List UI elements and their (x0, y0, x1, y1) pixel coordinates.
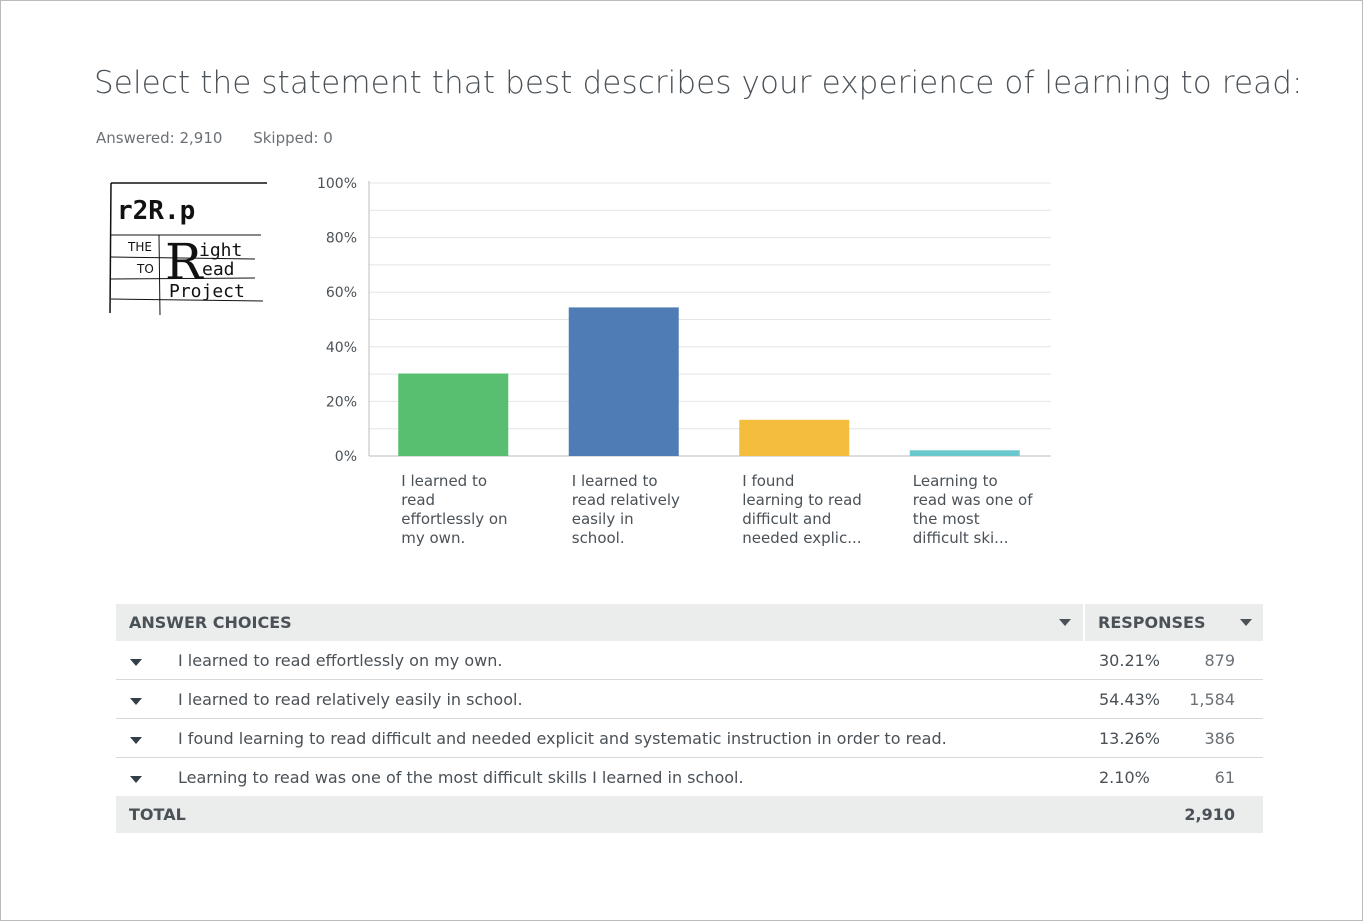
answered-count: Answered: 2,910 (96, 129, 223, 147)
question-title: Select the statement that best describes… (94, 65, 1303, 101)
x-tick-label: I found learning to read difficult and need… (742, 472, 872, 548)
x-tick-label-line: read relatively (571, 491, 680, 509)
bar[interactable] (568, 307, 679, 456)
response-count: 1,584 (1189, 689, 1235, 709)
x-tick-label-line: I found (742, 472, 795, 490)
response-count: 879 (1204, 650, 1235, 670)
x-tick-label-line: read was one of (912, 491, 1033, 509)
expand-row-button[interactable] (116, 768, 178, 787)
answer-choices-header-label: ANSWER CHOICES (129, 613, 292, 632)
responses-header-label: RESPONSES (1098, 613, 1206, 632)
sort-caret-icon[interactable] (1059, 619, 1071, 626)
chevron-down-icon (130, 658, 142, 666)
answer-text: I learned to read relatively easily in s… (178, 689, 523, 709)
table-header: ANSWER CHOICES RESPONSES (116, 604, 1263, 641)
logo-r2rp-text: r2R.p (117, 196, 195, 226)
chevron-down-icon (130, 736, 142, 744)
bar[interactable] (398, 373, 509, 456)
bar[interactable] (739, 419, 850, 456)
response-meta: Answered: 2,910 Skipped: 0 (96, 129, 359, 147)
expand-row-button[interactable] (116, 651, 178, 670)
table-row: I learned to read relatively easily in s… (116, 680, 1263, 719)
sort-caret-icon[interactable] (1240, 619, 1252, 626)
table-row: Learning to read was one of the most dif… (116, 758, 1263, 796)
logo-ead-text: ead (202, 259, 235, 280)
logo-ight-text: ight (199, 240, 242, 261)
expand-row-button[interactable] (116, 729, 178, 748)
x-tick-label-line: Learning to (912, 472, 998, 490)
response-count: 386 (1204, 728, 1235, 748)
r2rp-logo: r2R.p THE TO R ight ead Project (109, 182, 267, 315)
responses-header[interactable]: RESPONSES (1085, 604, 1263, 641)
x-tick-label-line: effortlessly on (401, 510, 508, 528)
answer-text: Learning to read was one of the most dif… (178, 767, 744, 787)
chevron-down-icon (130, 697, 142, 705)
x-tick-label-line: easily in (571, 510, 634, 528)
response-percent: 2.10% (1099, 767, 1150, 787)
table-row: I learned to read effortlessly on my own… (116, 641, 1263, 680)
response-count: 61 (1214, 767, 1235, 787)
x-tick-label-line: needed explic... (742, 529, 862, 547)
x-tick-label-line: difficult ski... (912, 529, 1009, 547)
logo-big-r: R (165, 233, 204, 291)
x-tick-label-line: read (401, 491, 436, 509)
x-tick-label: I learned to read relatively easily in scho… (572, 472, 702, 548)
x-tick-label-line: school. (571, 529, 625, 547)
y-tick-label: 20% (326, 394, 357, 410)
answer-text: I found learning to read difficult and n… (178, 728, 947, 748)
response-percent: 54.43% (1099, 689, 1161, 709)
table-row: I found learning to read difficult and n… (116, 719, 1263, 758)
x-tick-label-line: I learned to (401, 472, 488, 490)
response-percent: 30.21% (1099, 650, 1161, 670)
x-tick-label-line: the most (912, 510, 980, 528)
total-label: TOTAL (129, 805, 186, 824)
answer-text: I learned to read effortlessly on my own… (178, 650, 503, 670)
response-percent: 13.26% (1099, 728, 1161, 748)
expand-row-button[interactable] (116, 690, 178, 709)
bar[interactable] (909, 450, 1020, 456)
answer-choices-header[interactable]: ANSWER CHOICES (116, 604, 1085, 641)
logo-project-text: Project (169, 281, 245, 302)
x-tick-label: I learned to read effortlessly on my own. (401, 472, 531, 548)
total-value: 2,910 (1184, 805, 1235, 824)
x-tick-label-line: I learned to (571, 472, 658, 490)
chevron-down-icon (130, 775, 142, 783)
y-tick-label: 0% (335, 449, 357, 465)
x-tick-label-line: difficult and (742, 510, 832, 528)
y-tick-label: 80% (326, 231, 357, 247)
x-tick-label-line: my own. (401, 529, 466, 547)
bar-chart: 0% 20% 40% 60% 80% 100% (317, 176, 1051, 465)
y-tick-label: 100% (317, 176, 357, 192)
x-tick-label: Learning to read was one of the most diffic… (913, 472, 1043, 548)
logo-to-text: TO (136, 262, 154, 276)
y-tick-label: 40% (326, 340, 357, 356)
skipped-count: Skipped: 0 (253, 129, 333, 147)
logo-the-text: THE (127, 240, 152, 254)
y-tick-label: 60% (326, 285, 357, 301)
results-table: ANSWER CHOICES RESPONSES I learned to re… (116, 604, 1263, 833)
total-row: TOTAL 2,910 (116, 796, 1263, 833)
x-tick-label-line: learning to read (742, 491, 862, 509)
